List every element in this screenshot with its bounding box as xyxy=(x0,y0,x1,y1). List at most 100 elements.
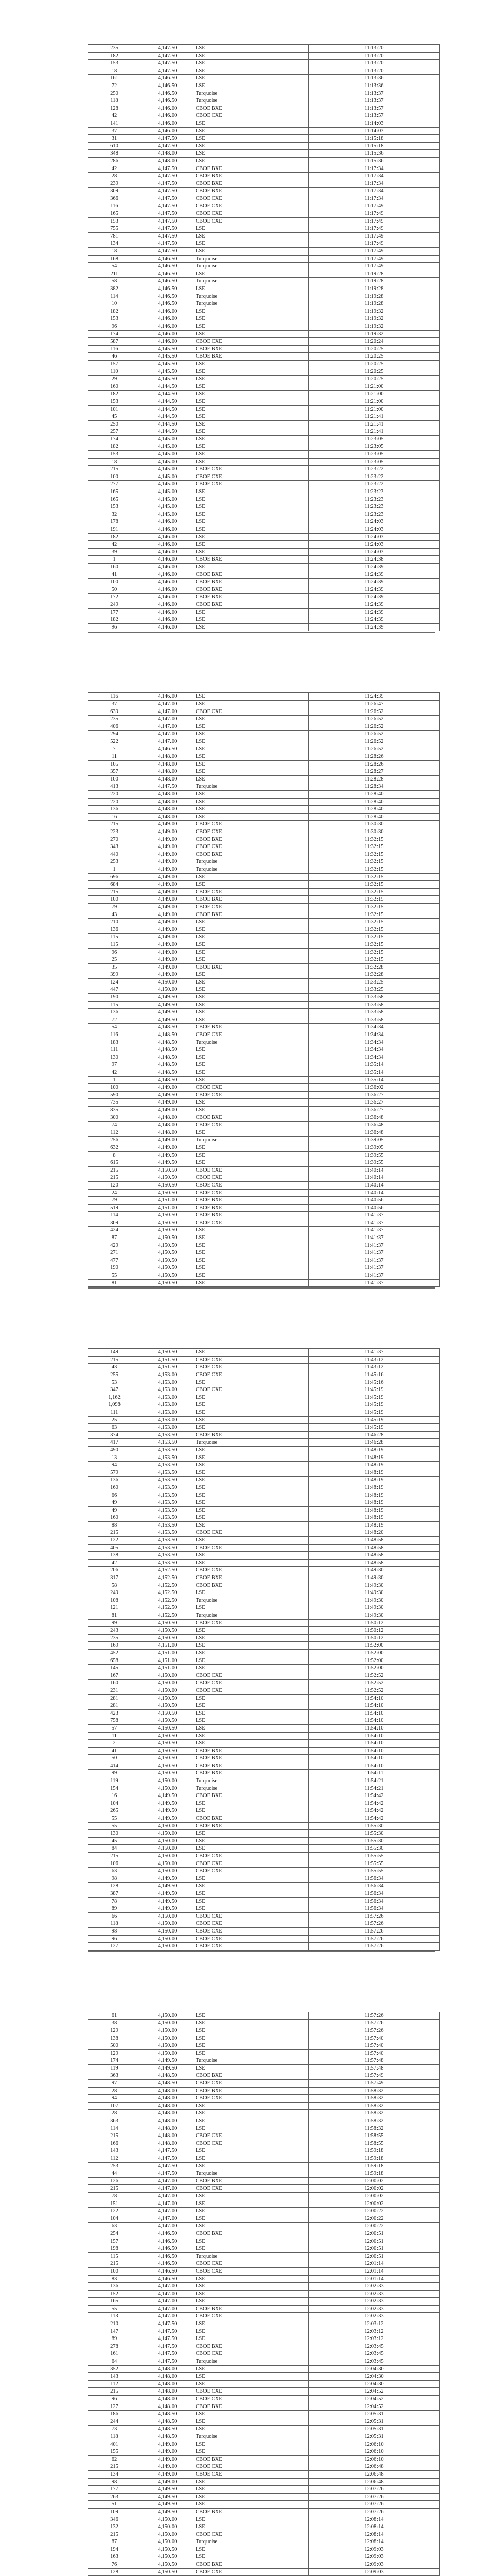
trade-venue-cell: LSE xyxy=(194,2109,309,2118)
report-page: 149 4,150.50 LSE 11:41:37 215 4,151.50 CBOE CX… xyxy=(0,1319,497,1983)
trade-venue-cell: LSE xyxy=(194,2147,309,2155)
trade-price-cell: 4,149.00 xyxy=(141,1106,194,1114)
trade-price-cell: 4,146.00 xyxy=(141,112,194,120)
trade-venue-cell: CBOE CXE xyxy=(194,1686,309,1695)
table-row: 32 4,145.00 LSE 11:23:23 xyxy=(88,510,440,519)
table-row: 81 4,152.50 Turquoise 11:49:30 xyxy=(88,1612,440,1620)
trade-venue-cell: LSE xyxy=(194,247,309,256)
table-row: 116 4,146.00 LSE 11:24:39 xyxy=(88,692,440,701)
trade-price-cell: 4,145.00 xyxy=(141,472,194,481)
trade-time-cell: 11:32:15 xyxy=(308,850,440,859)
table-row: 255 4,153.00 CBOE CXE 11:45:16 xyxy=(88,1371,440,1379)
table-row: 522 4,147.00 LSE 11:26:52 xyxy=(88,737,440,746)
trade-time-cell: 11:55:55 xyxy=(308,1859,440,1868)
trade-volume-cell: 121 xyxy=(88,1604,141,1612)
trade-volume-cell: 29 xyxy=(88,375,141,383)
trade-price-cell: 4,147.50 xyxy=(141,2342,194,2351)
trade-price-cell: 4,146.00 xyxy=(141,322,194,331)
trade-time-cell: 11:24:39 xyxy=(308,563,440,571)
trade-time-cell: 11:17:34 xyxy=(308,172,440,180)
trade-venue-cell: LSE xyxy=(194,1001,309,1009)
trade-volume-cell: 167 xyxy=(88,1671,141,1680)
trade-venue-cell: Turquoise xyxy=(194,262,309,270)
trade-volume-cell: 223 xyxy=(88,828,141,836)
trade-volume-cell: 49 xyxy=(88,1506,141,1515)
table-row: 348 4,148.00 LSE 11:15:36 xyxy=(88,149,440,158)
trade-price-cell: 4,149.50 xyxy=(141,1905,194,1913)
trade-venue-cell: LSE xyxy=(194,2485,309,2494)
trade-venue-cell: Turquoise xyxy=(194,1612,309,1620)
trade-venue-cell: LSE xyxy=(194,2237,309,2246)
trade-time-cell: 11:57:26 xyxy=(308,1935,440,1943)
trade-venue-cell: CBOE BXE xyxy=(194,2455,309,2464)
trade-time-cell: 12:04:52 xyxy=(308,2395,440,2403)
trade-time-cell: 11:20:25 xyxy=(308,352,440,361)
trade-price-cell: 4,150.50 xyxy=(141,1181,194,1190)
table-row: 127 4,148.00 CBOE BXE 12:04:52 xyxy=(88,2402,440,2411)
trade-volume-cell: 183 xyxy=(88,1038,141,1047)
trade-venue-cell: CBOE BXE xyxy=(194,1761,309,1770)
trade-volume-cell: 165 xyxy=(88,2297,141,2306)
trade-venue-cell: LSE xyxy=(194,1499,309,1507)
trade-time-cell: 11:13:20 xyxy=(308,44,440,53)
trade-time-cell: 12:00:51 xyxy=(308,2245,440,2253)
trade-volume-cell: 112 xyxy=(88,2380,141,2388)
trade-price-cell: 4,153.00 xyxy=(141,1401,194,1409)
table-row: 50 4,146.00 CBOE BXE 11:24:39 xyxy=(88,585,440,594)
trade-venue-cell: LSE xyxy=(194,1641,309,1650)
table-row: 735 4,149.00 LSE 11:36:27 xyxy=(88,1098,440,1107)
trade-volume-cell: 42 xyxy=(88,164,141,173)
trade-volume-cell: 347 xyxy=(88,1386,141,1394)
trade-time-cell: 11:24:03 xyxy=(308,533,440,541)
table-row: 153 4,145.00 LSE 11:23:23 xyxy=(88,503,440,511)
table-row: 116 4,148.50 CBOE CXE 11:34:34 xyxy=(88,1031,440,1039)
trade-time-cell: 11:19:32 xyxy=(308,307,440,316)
table-row: 254 4,146.50 CBOE BXE 12:00:51 xyxy=(88,2229,440,2238)
trade-price-cell: 4,147.00 xyxy=(141,2214,194,2223)
table-row: 215 4,146.50 CBOE CXE 12:01:14 xyxy=(88,2260,440,2268)
trade-time-cell: 11:28:26 xyxy=(308,753,440,761)
trade-time-cell: 11:39:05 xyxy=(308,1143,440,1152)
trade-price-cell: 4,150.50 xyxy=(141,2561,194,2569)
trade-price-cell: 4,147.50 xyxy=(141,232,194,241)
trade-volume-cell: 255 xyxy=(88,1371,141,1379)
trade-venue-cell: LSE xyxy=(194,44,309,53)
trade-time-cell: 11:32:15 xyxy=(308,918,440,926)
trade-time-cell: 11:28:27 xyxy=(308,768,440,776)
trade-time-cell: 11:32:28 xyxy=(308,971,440,979)
trade-price-cell: 4,148.00 xyxy=(141,790,194,799)
table-row: 235 4,147.00 LSE 11:26:52 xyxy=(88,715,440,723)
trade-time-cell: 11:54:42 xyxy=(308,1792,440,1800)
trade-time-cell: 11:54:11 xyxy=(308,1769,440,1778)
trade-price-cell: 4,152.50 xyxy=(141,1604,194,1612)
trade-time-cell: 12:08:14 xyxy=(308,2515,440,2524)
trade-price-cell: 4,153.50 xyxy=(141,1461,194,1469)
trade-price-cell: 4,149.50 xyxy=(141,2493,194,2501)
trade-time-cell: 12:02:33 xyxy=(308,2282,440,2291)
trade-venue-cell: CBOE BXE xyxy=(194,2072,309,2080)
trade-venue-cell: CBOE BXE xyxy=(194,1196,309,1205)
trade-volume-cell: 96 xyxy=(88,623,141,632)
trade-volume-cell: 99 xyxy=(88,1619,141,1628)
trade-price-cell: 4,153.50 xyxy=(141,1551,194,1560)
trade-price-cell: 4,149.00 xyxy=(141,2455,194,2464)
trade-volume-cell: 250 xyxy=(88,420,141,429)
table-row: 406 4,147.00 LSE 11:26:52 xyxy=(88,722,440,731)
trade-time-cell: 11:17:34 xyxy=(308,164,440,173)
trade-time-cell: 11:57:48 xyxy=(308,2057,440,2065)
trade-volume-cell: 63 xyxy=(88,1423,141,1432)
table-row: 62 4,149.00 CBOE BXE 12:06:10 xyxy=(88,2455,440,2464)
trade-volume-cell: 58 xyxy=(88,277,141,285)
trade-time-cell: 11:23:23 xyxy=(308,495,440,504)
table-row: 1,162 4,153.00 LSE 11:45:19 xyxy=(88,1393,440,1402)
trade-time-cell: 12:07:26 xyxy=(308,2500,440,2509)
trade-price-cell: 4,147.50 xyxy=(141,247,194,256)
table-row: 126 4,147.00 CBOE BXE 12:00:02 xyxy=(88,2177,440,2185)
trade-volume-cell: 42 xyxy=(88,540,141,549)
table-row: 54 4,148.50 CBOE BXE 11:34:34 xyxy=(88,1023,440,1032)
trade-price-cell: 4,149.00 xyxy=(141,2463,194,2471)
trade-time-cell: 11:17:49 xyxy=(308,225,440,233)
trade-time-cell: 11:48:58 xyxy=(308,1558,440,1567)
trade-volume-cell: 81 xyxy=(88,1612,141,1620)
trade-volume-cell: 363 xyxy=(88,2117,141,2125)
